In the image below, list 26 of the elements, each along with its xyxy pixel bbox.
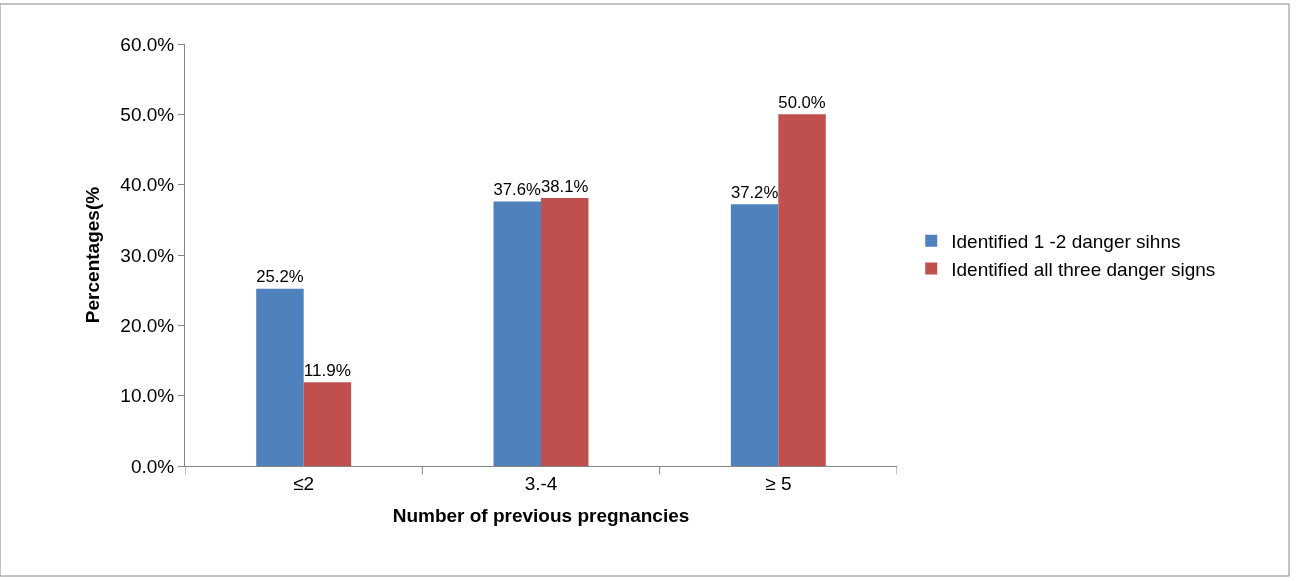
data-label: 50.0% xyxy=(778,92,826,112)
y-tick-label: 40.0% xyxy=(120,174,175,196)
y-tick-label: 10.0% xyxy=(120,385,175,407)
legend-label: Identified 1 -2 danger sihns xyxy=(951,231,1181,253)
bar xyxy=(730,204,779,466)
data-label: 38.1% xyxy=(541,176,589,196)
bar xyxy=(303,382,352,466)
data-label: 11.9% xyxy=(303,359,352,380)
x-tick-label: ≤2 xyxy=(293,472,315,494)
data-label: 37.6% xyxy=(493,180,542,200)
bar xyxy=(541,198,589,466)
y-tick-label: 50.0% xyxy=(120,103,175,125)
x-axis-title: Number of previous pregnancies xyxy=(392,504,690,526)
y-tick-label: 60.0% xyxy=(120,33,175,55)
y-axis-title: Percentages(% xyxy=(82,186,104,324)
bar xyxy=(256,288,304,466)
bar xyxy=(778,114,826,466)
bar xyxy=(493,201,541,466)
x-tick-label: 3.-4 xyxy=(524,472,558,494)
y-tick-label: 20.0% xyxy=(120,314,175,336)
y-tick-label: 30.0% xyxy=(120,244,175,266)
y-tick-label: 0.0% xyxy=(130,455,175,477)
data-label: 37.2% xyxy=(730,182,779,202)
x-tick-label: ≥ 5 xyxy=(765,472,792,494)
data-label: 25.2% xyxy=(256,267,304,287)
legend-label: Identified all three danger signs xyxy=(951,258,1216,280)
